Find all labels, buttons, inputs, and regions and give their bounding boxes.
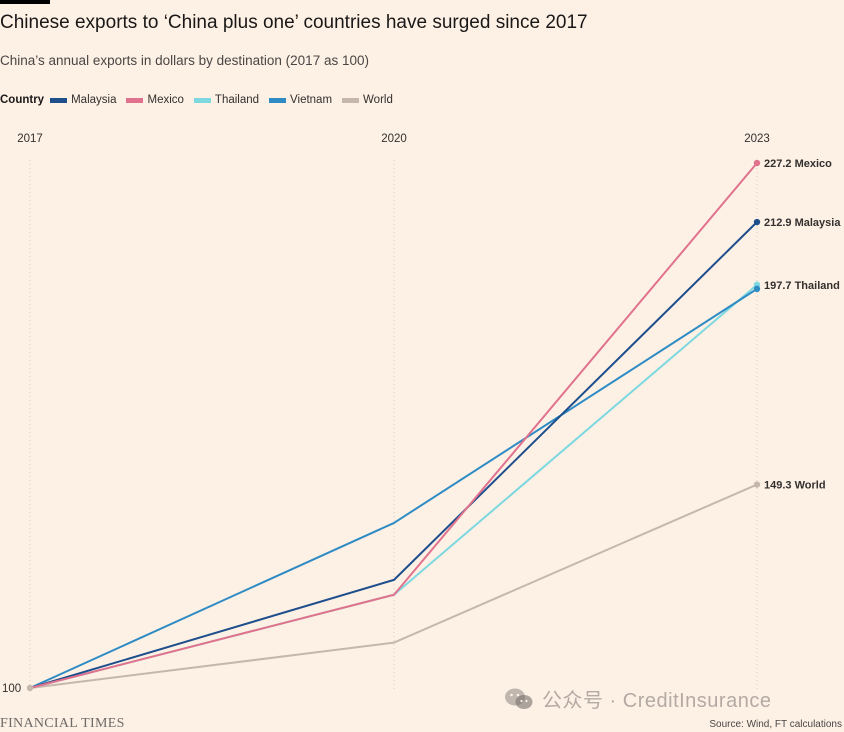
legend-item-vietnam: Vietnam [269,94,332,106]
end-label-world: 149.3 World [764,480,826,492]
end-label-malaysia: 212.9 Malaysia [764,217,841,229]
chart-title: Chinese exports to ‘China plus one’ coun… [0,12,588,33]
x-tick-2017: 2017 [17,133,43,145]
y-tick-100: 100 [2,683,21,695]
end-point-malaysia [753,218,761,226]
ft-top-bar [0,0,50,4]
end-label-mexico: 227.2 Mexico [764,158,832,170]
end-point-mexico [753,159,761,167]
watermark: 公众号 · CreditInsurance [504,684,771,713]
legend-title: Country [0,94,45,106]
end-point-vietnam [753,285,761,293]
watermark-text: 公众号 · CreditInsurance [542,690,772,712]
legend-swatch [126,97,144,103]
wechat-icon [505,688,533,709]
legend-item-malaysia: Malaysia [50,94,116,106]
legend-item-thailand: Thailand [193,94,260,106]
series-line-thailand [29,283,758,689]
series-line-vietnam [29,288,758,689]
series-line-mexico [29,162,758,689]
end-label-thailand: 197.7 Thailand [764,280,840,292]
legend-swatch [50,97,68,103]
series-line-malaysia [29,221,758,689]
start-point [26,684,34,692]
legend-item-mexico: Mexico [126,94,184,106]
legend-label: Mexico [147,94,184,106]
legend-label: World [363,94,393,106]
legend-label: Thailand [214,94,260,106]
legend-swatch [342,97,360,103]
legend-label: Vietnam [290,94,333,106]
legend: Country Malaysia Mexico Thailand Vietnam… [0,94,403,106]
series-line-world [29,483,758,689]
legend-swatch [269,97,287,103]
source-note: Source: Wind, FT calculations [709,719,842,730]
ft-logo: FINANCIAL TIMES [0,716,125,731]
end-point-world [753,481,761,488]
x-tick-2020: 2020 [381,133,407,145]
x-tick-2023: 2023 [744,133,770,145]
legend-label: Malaysia [71,94,117,106]
legend-swatch [193,97,211,103]
chart-subtitle: China’s annual exports in dollars by des… [0,53,369,68]
legend-item-world: World [342,94,393,106]
